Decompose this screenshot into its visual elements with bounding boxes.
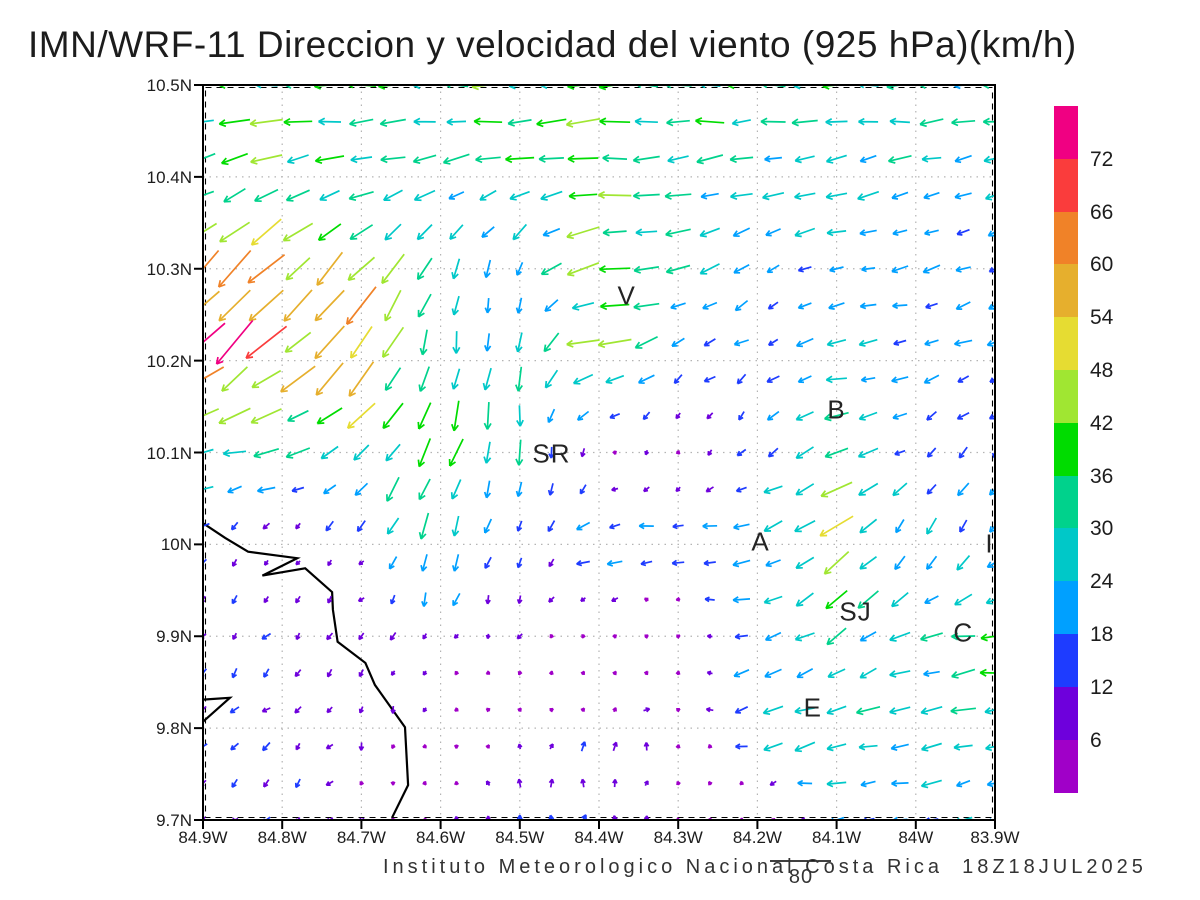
x-tick-label: 84.3W [653, 828, 703, 847]
y-tick-label: 10N [160, 535, 192, 555]
colorbar-swatch [1054, 581, 1078, 635]
colorbar-swatch [1054, 106, 1078, 160]
colorbar-swatch [1054, 158, 1078, 213]
station-label-sj: SJ [839, 596, 872, 627]
footer-credit: Instituto Meteorologico Nacional Costa R… [383, 856, 943, 878]
y-tick-label: 9.7N [156, 811, 192, 830]
station-label-e: E [803, 692, 822, 723]
grid-lines [203, 85, 995, 820]
wind-vectors [203, 85, 995, 820]
colorbar-tick-label: 42 [1090, 411, 1114, 435]
colorbar-tick-label: 24 [1090, 570, 1114, 594]
x-tick-label: 84.5W [495, 828, 545, 847]
coastline [203, 522, 410, 820]
x-tick-label: 84.1W [812, 828, 862, 847]
y-tick-label: 9.8N [156, 719, 192, 739]
reference-arrow-label: 80 [788, 866, 814, 888]
x-tick-label: 84.7W [336, 828, 386, 847]
colorbar-tick-label: 36 [1090, 464, 1114, 488]
x-tick-label: 83.9W [970, 828, 1020, 847]
colorbar-swatch [1054, 686, 1078, 741]
colorbar-tick-label: 12 [1090, 675, 1114, 699]
axis-ticks [194, 84, 996, 829]
footer-credit-line: Instituto Meteorologico Nacional Costa R… [383, 856, 1147, 879]
colorbar-tick-label: 60 [1090, 253, 1114, 277]
colorbar-tick-label: 54 [1090, 306, 1114, 330]
station-label-a: A [751, 526, 770, 557]
y-tick-label: 10.2N [146, 351, 192, 371]
colorbar-swatch [1054, 475, 1078, 529]
colorbar-swatch [1054, 634, 1078, 688]
x-tick-label: 84.9W [178, 828, 228, 847]
x-tick-label: 84.6W [416, 828, 466, 847]
x-tick-label: 84W [898, 828, 934, 847]
colorbar-tick-label: 72 [1090, 147, 1114, 171]
colorbar-tick-label: 30 [1090, 517, 1114, 541]
y-tick-label: 10.3N [146, 259, 192, 279]
colorbar-tick-label: 6 [1090, 728, 1102, 752]
y-tick-label: 10.1N [146, 443, 192, 463]
colorbar-swatch [1054, 422, 1078, 477]
colorbar-swatch [1054, 370, 1078, 424]
colorbar-swatch [1054, 211, 1078, 265]
x-tick-label: 84.4W [574, 828, 624, 847]
colorbar-swatch [1054, 317, 1078, 371]
station-label-c: C [953, 617, 974, 648]
y-tick-label: 10.5N [146, 76, 192, 95]
colorbar-tick-label: 18 [1090, 623, 1114, 646]
chart-title: IMN/WRF-11 Direccion y velocidad del vie… [28, 24, 1077, 65]
station-label-sr: SR [532, 438, 571, 469]
colorbar-swatch [1054, 739, 1078, 793]
x-tick-label: 84.8W [257, 828, 307, 847]
x-tick-label: 84.2W [732, 828, 782, 847]
station-label-b: B [827, 394, 846, 425]
colorbar-tick-label: 66 [1090, 200, 1114, 224]
y-tick-label: 9.9N [156, 627, 192, 647]
colorbar-tick-label: 48 [1090, 359, 1114, 382]
colorbar-swatch [1054, 264, 1078, 318]
y-tick-label: 10.4N [146, 167, 192, 187]
station-label-i: I [985, 528, 994, 559]
footer-datetime: 18Z18JUL2025 [962, 856, 1147, 878]
station-label-v: V [617, 280, 636, 311]
colorbar-swatch [1054, 528, 1078, 582]
